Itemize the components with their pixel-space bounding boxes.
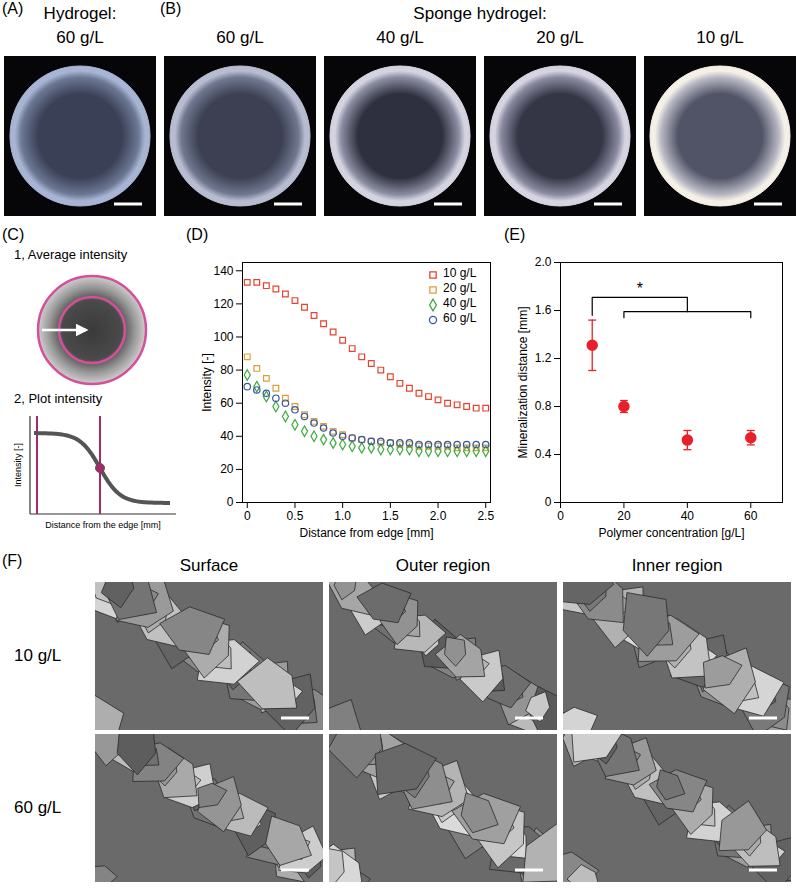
svg-text:Polymer concentration [g/L]: Polymer concentration [g/L]: [598, 526, 744, 540]
svg-text:Distance from the edge [mm]: Distance from the edge [mm]: [45, 520, 161, 530]
svg-text:120: 120: [213, 297, 233, 311]
html-text:60 g/L: 60 g/L: [56, 28, 104, 47]
html-text:Inner region: Inner region: [631, 556, 723, 575]
svg-text:0: 0: [557, 509, 564, 523]
svg-text:20: 20: [220, 462, 234, 476]
html-text:(E): (E): [504, 226, 526, 243]
svg-text:1.0: 1.0: [334, 509, 351, 523]
html-text:40 g/L: 40 g/L: [443, 296, 477, 310]
html-text:Surface: Surface: [179, 556, 239, 575]
html-text:(B): (B): [160, 0, 182, 17]
html-text:40 g/L: 40 g/L: [376, 28, 424, 47]
html-text:10 g/L: 10 g/L: [14, 646, 62, 665]
html-text:Hydrogel:: Hydrogel:: [43, 4, 117, 23]
svg-text:80: 80: [220, 363, 234, 377]
svg-text:1.2: 1.2: [535, 351, 552, 365]
html-text:(C): (C): [2, 226, 25, 243]
svg-text:40: 40: [681, 509, 695, 523]
svg-text:60: 60: [220, 396, 234, 410]
svg-text:2.5: 2.5: [477, 509, 494, 523]
html-text:60 g/L: 60 g/L: [216, 28, 264, 47]
svg-text:20: 20: [617, 509, 631, 523]
html-text:(A): (A): [2, 0, 24, 17]
html-text:1, Average intensity: 1, Average intensity: [14, 247, 128, 262]
svg-text:2.0: 2.0: [535, 255, 552, 269]
svg-text:0.4: 0.4: [535, 447, 552, 461]
svg-text:Intensity [-]: Intensity [-]: [200, 353, 214, 412]
html-text:(D): (D): [186, 226, 209, 243]
html-text:Sponge hydrogel:: Sponge hydrogel:: [413, 4, 547, 23]
svg-text:0: 0: [545, 495, 552, 509]
svg-text:2.0: 2.0: [430, 509, 447, 523]
html-text:(F): (F): [2, 552, 23, 569]
html-text:60 g/L: 60 g/L: [14, 798, 62, 817]
html-text:20 g/L: 20 g/L: [536, 28, 584, 47]
svg-text:100: 100: [213, 330, 233, 344]
svg-text:1.5: 1.5: [382, 509, 399, 523]
svg-text:Intensity [-]: Intensity [-]: [13, 443, 23, 487]
svg-text:0.8: 0.8: [535, 399, 552, 413]
html-text:10 g/L: 10 g/L: [696, 28, 744, 47]
svg-text:0: 0: [227, 495, 234, 509]
html-text:Outer region: Outer region: [395, 556, 491, 575]
html-text:2, Plot intensity: 2, Plot intensity: [14, 391, 103, 406]
svg-text:140: 140: [213, 264, 233, 278]
svg-text:0.5: 0.5: [287, 509, 304, 523]
svg-text:*: *: [637, 280, 643, 297]
svg-text:Mineralization distance [mm]: Mineralization distance [mm]: [516, 306, 530, 458]
svg-text:40: 40: [220, 429, 234, 443]
svg-text:60: 60: [744, 509, 758, 523]
svg-text:1.6: 1.6: [535, 303, 552, 317]
html-text:10 g/L: 10 g/L: [443, 266, 477, 280]
html-text:60 g/L: 60 g/L: [443, 311, 477, 325]
svg-text:0: 0: [244, 509, 251, 523]
svg-text:Distance from edge [mm]: Distance from edge [mm]: [299, 526, 433, 540]
html-text:20 g/L: 20 g/L: [443, 281, 477, 295]
